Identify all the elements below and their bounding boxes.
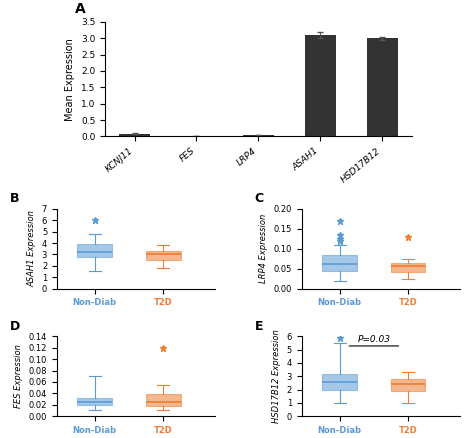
Text: E: E xyxy=(255,320,263,333)
Y-axis label: Mean Expression: Mean Expression xyxy=(65,38,75,120)
Text: P=0.03: P=0.03 xyxy=(357,336,391,344)
Bar xyxy=(367,38,398,137)
Text: C: C xyxy=(255,192,264,205)
Bar xyxy=(305,35,336,137)
Bar xyxy=(391,263,426,272)
Y-axis label: HSD17B12 Expression: HSD17B12 Expression xyxy=(272,329,281,423)
Bar xyxy=(391,379,426,391)
Y-axis label: LRP4 Expression: LRP4 Expression xyxy=(259,214,268,283)
Bar xyxy=(146,395,181,406)
Text: D: D xyxy=(9,320,20,333)
Y-axis label: ASAH1 Expression: ASAH1 Expression xyxy=(27,210,36,287)
Bar xyxy=(322,374,357,389)
Text: A: A xyxy=(74,2,85,16)
Bar xyxy=(146,251,181,260)
Bar xyxy=(243,135,274,137)
Bar xyxy=(322,254,357,271)
Y-axis label: FES Expression: FES Expression xyxy=(14,344,23,408)
Bar xyxy=(77,398,112,405)
Text: B: B xyxy=(9,192,19,205)
Bar xyxy=(119,134,150,137)
Bar xyxy=(77,244,112,257)
